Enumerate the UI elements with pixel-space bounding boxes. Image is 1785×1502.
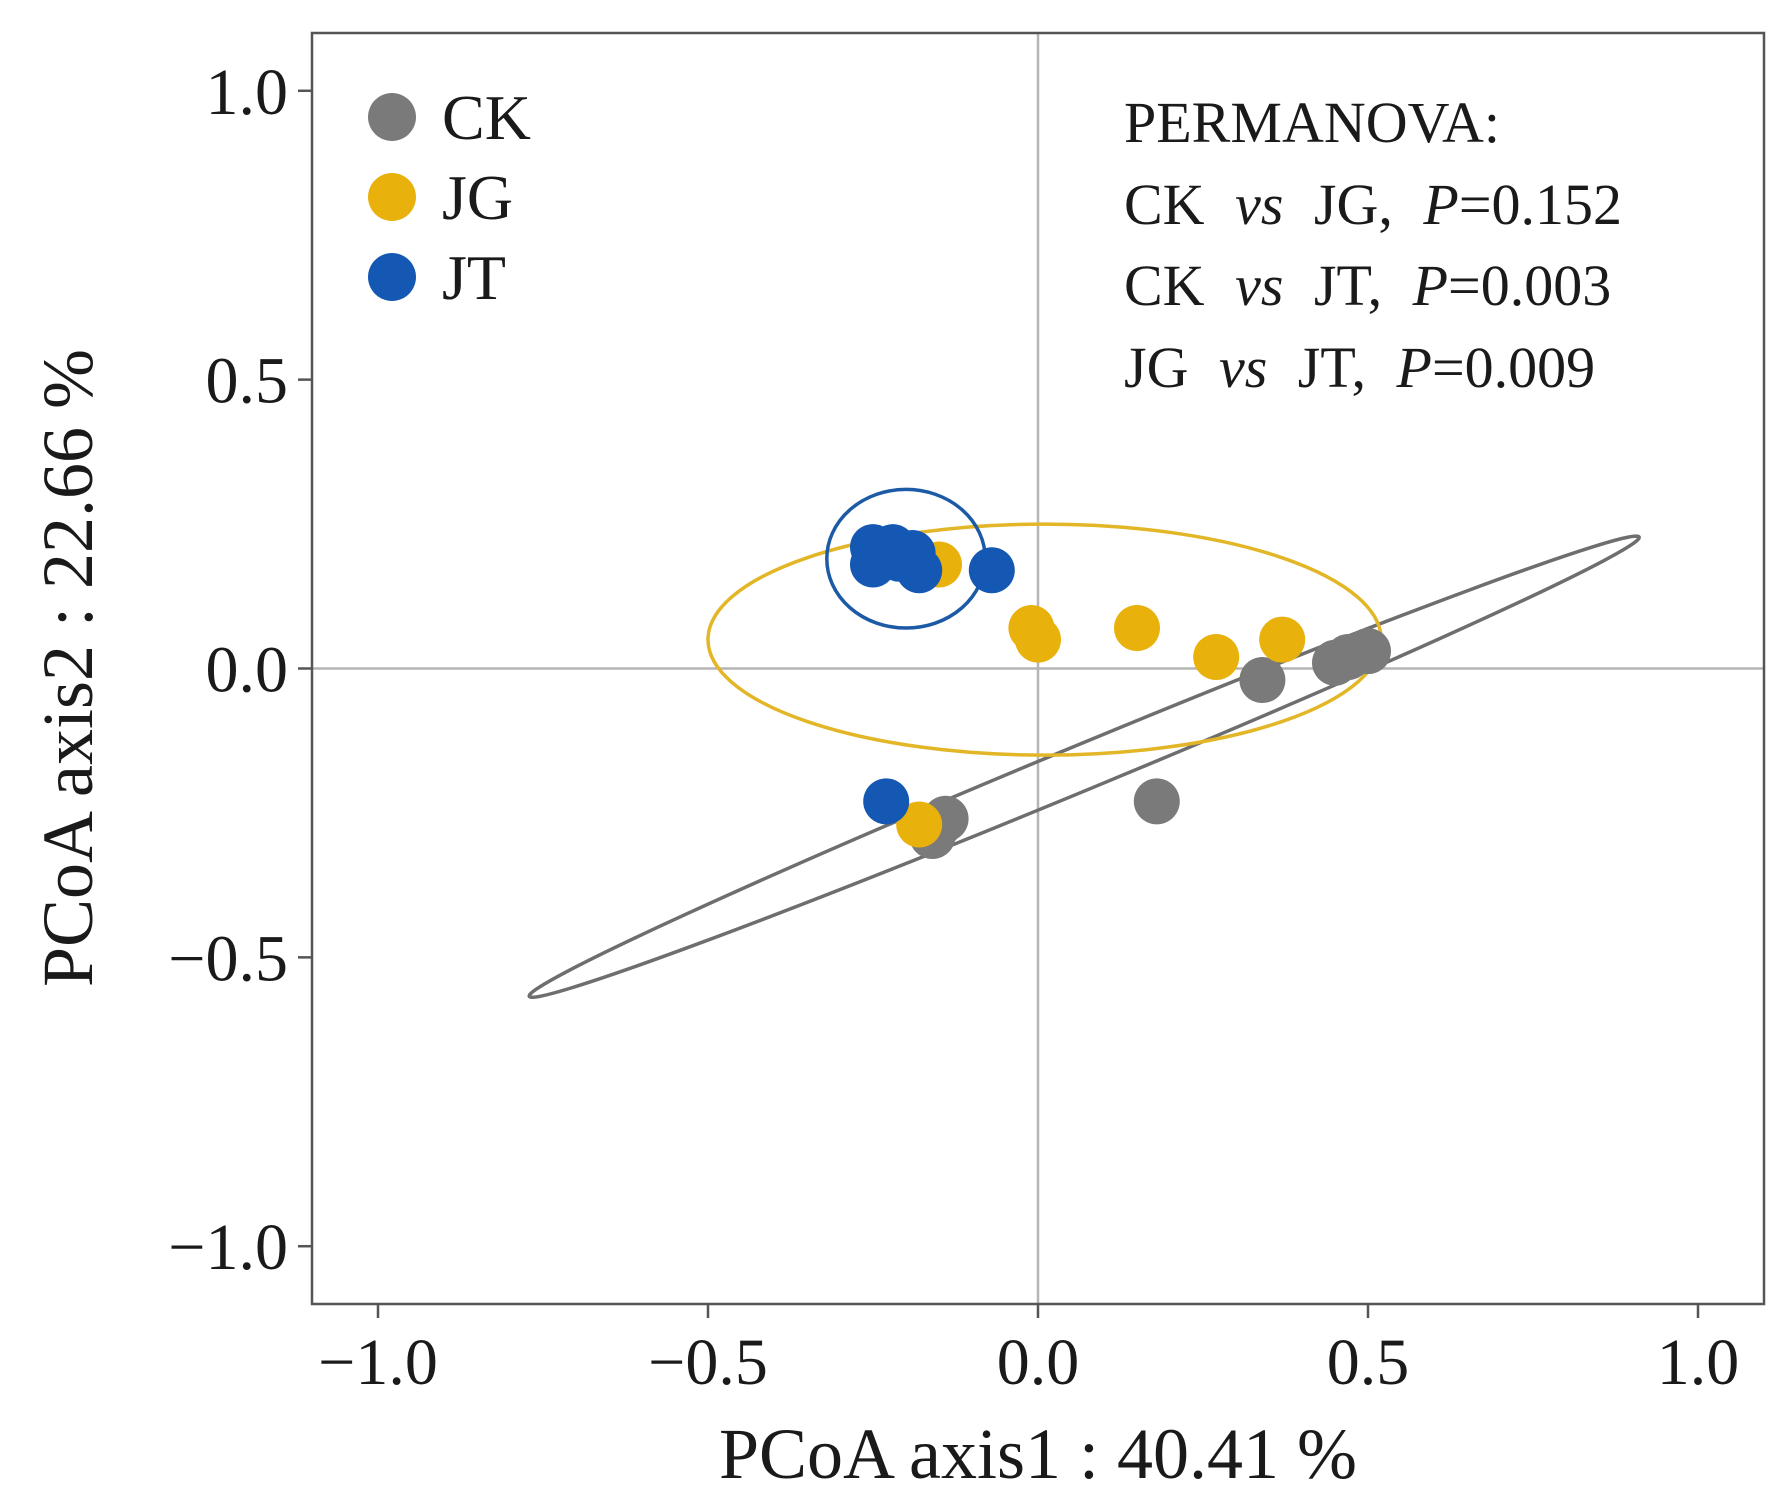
ellipse-ck <box>527 534 1641 1000</box>
group-b: JG, <box>1314 172 1393 237</box>
p-label: P <box>1412 253 1448 318</box>
vs-label: vs <box>1235 253 1283 318</box>
y-tick-label: −0.5 <box>168 922 288 995</box>
permanova-title: PERMANOVA: <box>1124 90 1500 155</box>
legend-label-jt: JT <box>442 242 506 313</box>
y-tick-label: −1.0 <box>168 1211 288 1284</box>
vs-label: vs <box>1219 335 1267 400</box>
point-jg-7 <box>896 801 943 848</box>
x-tick-label: 0.5 <box>1327 1326 1410 1399</box>
point-jg-3 <box>1015 616 1061 663</box>
permanova-annotation: PERMANOVA: CK vs JG, P=0.152 CK vs JT, P… <box>1124 90 1622 400</box>
p-value: =0.003 <box>1448 253 1611 318</box>
permanova-line-2: CK vs JT, P=0.003 <box>1124 253 1611 318</box>
x-axis-title: PCoA axis1 : 40.41 % <box>719 1414 1357 1494</box>
x-tick-label: 0.0 <box>997 1326 1080 1399</box>
y-axis-ticks: 1.0 0.5 0.0 −0.5 −1.0 <box>168 56 312 1284</box>
group-a: CK <box>1124 172 1205 237</box>
point-ck-8 <box>1345 628 1391 675</box>
group-b: JT, <box>1314 253 1382 318</box>
point-jt-6 <box>896 547 943 594</box>
x-axis-ticks: −1.0 −0.5 0.0 0.5 1.0 <box>318 1304 1739 1399</box>
legend: CK JG JT <box>368 82 531 313</box>
p-label: P <box>1396 335 1432 400</box>
point-ck-4 <box>1133 778 1180 825</box>
point-jg-6 <box>1259 616 1306 663</box>
x-tick-label: −1.0 <box>318 1326 438 1399</box>
point-jt-7 <box>968 547 1015 594</box>
p-value: =0.009 <box>1432 335 1595 400</box>
x-tick-label: 1.0 <box>1657 1326 1740 1399</box>
point-jg-4 <box>1114 605 1160 652</box>
legend-marker-ck <box>368 93 416 141</box>
legend-marker-jg <box>368 173 416 221</box>
group-a: CK <box>1124 253 1205 318</box>
x-tick-label: −0.5 <box>648 1326 768 1399</box>
legend-label-ck: CK <box>442 82 531 153</box>
p-label: P <box>1422 172 1458 237</box>
permanova-line-3: JG vs JT, P=0.009 <box>1124 335 1595 400</box>
group-b: JT, <box>1298 335 1366 400</box>
zero-reference-lines <box>312 33 1764 1304</box>
legend-label-jg: JG <box>442 162 513 233</box>
vs-label: vs <box>1235 172 1283 237</box>
group-a: JG <box>1124 335 1188 400</box>
point-ck-5 <box>1239 657 1286 704</box>
y-tick-label: 0.0 <box>206 634 289 707</box>
permanova-line-1: CK vs JG, P=0.152 <box>1124 172 1622 237</box>
y-tick-label: 1.0 <box>206 56 289 129</box>
y-axis-title: PCoA axis2 : 22.66 % <box>28 349 108 987</box>
y-tick-label: 0.5 <box>206 345 289 418</box>
point-jg-5 <box>1193 633 1240 680</box>
p-value: =0.152 <box>1459 172 1622 237</box>
data-points <box>850 524 1391 860</box>
legend-marker-jt <box>368 253 416 301</box>
point-jt-8 <box>863 778 910 825</box>
